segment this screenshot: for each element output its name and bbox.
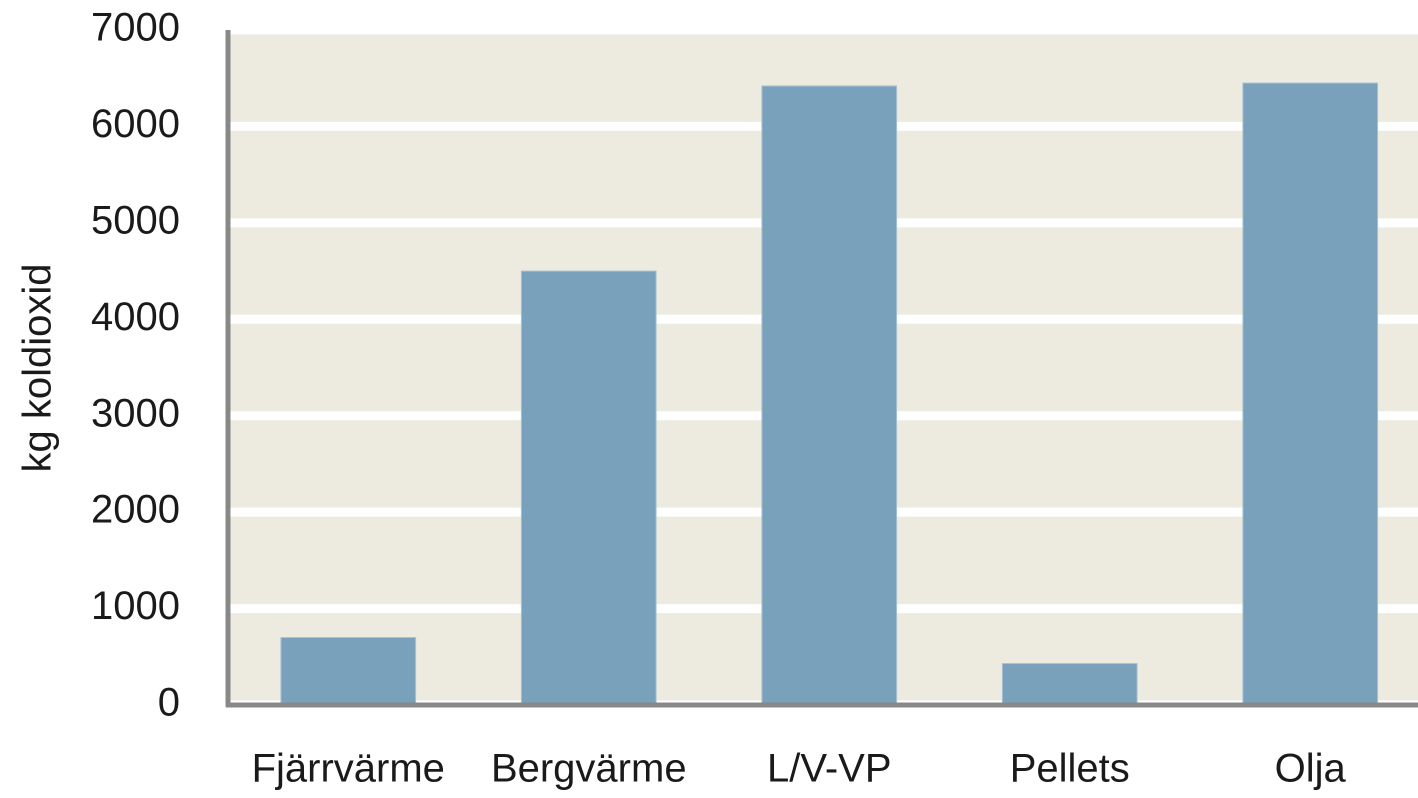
x-tick-label: L/V-VP bbox=[767, 747, 892, 791]
x-tick-label: Fjärrvärme bbox=[252, 747, 445, 791]
y-tick-label: 3000 bbox=[91, 391, 180, 435]
y-axis-label: kg koldioxid bbox=[16, 263, 60, 472]
y-tick-label: 2000 bbox=[91, 488, 180, 532]
x-tick-label: Pellets bbox=[1010, 747, 1130, 791]
y-tick-label: 4000 bbox=[91, 295, 180, 339]
x-tick-label: Olja bbox=[1275, 747, 1347, 791]
bar bbox=[1001, 663, 1138, 706]
bar bbox=[1242, 82, 1379, 706]
bar bbox=[280, 637, 417, 706]
y-tick-label: 5000 bbox=[91, 198, 180, 242]
bar bbox=[761, 85, 898, 706]
x-tick-label: Bergvärme bbox=[491, 747, 687, 791]
bar bbox=[520, 270, 657, 706]
bars bbox=[280, 82, 1379, 706]
y-tick-label: 1000 bbox=[91, 584, 180, 628]
y-tick-label: 6000 bbox=[91, 102, 180, 146]
y-tick-label: 7000 bbox=[91, 6, 180, 50]
y-tick-label: 0 bbox=[158, 681, 180, 725]
